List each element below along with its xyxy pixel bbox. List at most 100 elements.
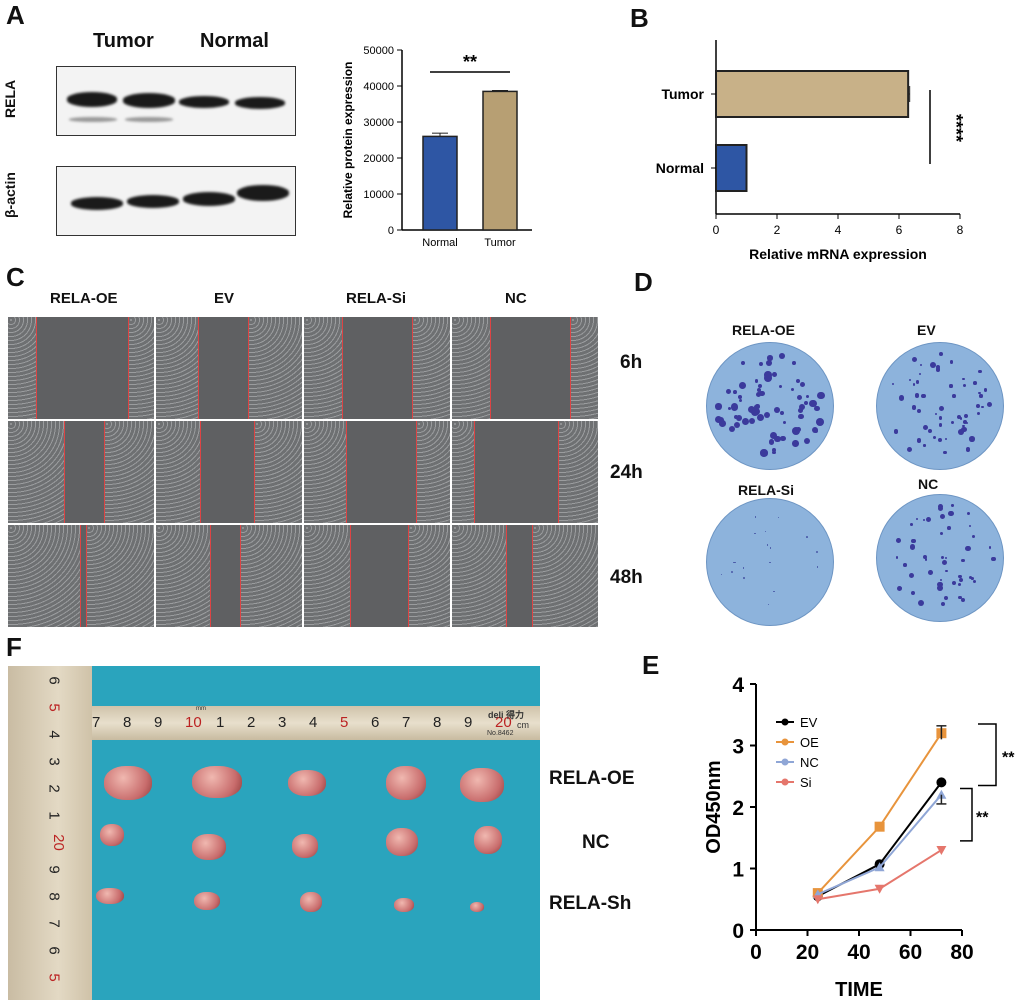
x-tick-label: 2 bbox=[774, 223, 781, 237]
ruler-number: 5 bbox=[340, 714, 349, 731]
colony bbox=[742, 567, 745, 569]
colony bbox=[772, 371, 777, 377]
bar bbox=[715, 144, 748, 192]
colony bbox=[975, 404, 980, 408]
colony bbox=[800, 381, 806, 387]
actin-band bbox=[71, 197, 123, 210]
scratch-edge-line bbox=[80, 525, 81, 627]
colony bbox=[917, 600, 924, 607]
colony bbox=[726, 388, 732, 394]
dish-label-ev: EV bbox=[917, 322, 936, 338]
colony bbox=[983, 388, 988, 392]
dish-label-rela-oe: RELA-OE bbox=[732, 322, 795, 338]
y-tick-label: Normal bbox=[656, 160, 704, 176]
colony bbox=[805, 394, 810, 398]
colony bbox=[945, 569, 948, 573]
data-point bbox=[936, 789, 947, 799]
colony bbox=[938, 405, 945, 412]
x-tick-label: 0 bbox=[750, 941, 762, 964]
colony bbox=[763, 411, 770, 418]
colony bbox=[733, 390, 737, 394]
colony bbox=[895, 556, 899, 559]
colony bbox=[951, 420, 955, 424]
colony bbox=[727, 406, 732, 411]
ruler-number: 6 bbox=[371, 714, 380, 731]
colony bbox=[815, 418, 824, 427]
colony bbox=[938, 504, 944, 510]
data-point bbox=[936, 846, 947, 856]
colony bbox=[962, 384, 966, 388]
colony bbox=[952, 580, 957, 585]
colony bbox=[935, 367, 941, 372]
colony bbox=[917, 408, 922, 413]
scratch-col-nc: NC bbox=[505, 290, 527, 307]
y-tick-label: 1 bbox=[732, 859, 744, 882]
tumor-specimen bbox=[470, 902, 484, 912]
colony bbox=[903, 563, 907, 567]
colony bbox=[924, 558, 928, 561]
y-tick-label: 10000 bbox=[363, 189, 394, 201]
rela-band bbox=[235, 97, 285, 109]
colony bbox=[766, 544, 769, 546]
colony bbox=[933, 435, 937, 440]
colony bbox=[910, 523, 913, 527]
significance-stars: **** bbox=[946, 114, 966, 142]
colony bbox=[897, 586, 903, 591]
tumor-specimen bbox=[96, 888, 124, 904]
colony bbox=[966, 511, 971, 516]
colony bbox=[961, 559, 965, 563]
scratch-edge-line bbox=[408, 525, 409, 627]
colony bbox=[772, 450, 776, 455]
ruler-model: No.8462 bbox=[487, 730, 514, 737]
tumor-specimen bbox=[100, 824, 124, 846]
dish-label-nc: NC bbox=[918, 476, 939, 492]
blot-row-rela: RELA bbox=[2, 79, 18, 118]
cell-monolayer bbox=[532, 525, 598, 627]
colony bbox=[961, 427, 967, 433]
colony bbox=[895, 537, 901, 543]
scratch-tile bbox=[156, 421, 302, 523]
tumor-photo: 65432120987654 7 8 9 10 1 2 3 4 5 6 7 8 9 20 deli 得力 … bbox=[8, 666, 540, 1000]
colony bbox=[940, 555, 944, 559]
colony bbox=[790, 387, 794, 391]
colony bbox=[772, 448, 777, 452]
actin-band bbox=[127, 195, 179, 208]
x-tick-label: Tumor bbox=[484, 237, 516, 249]
colony bbox=[756, 387, 761, 392]
cell-monolayer bbox=[240, 525, 302, 627]
scratch-tile bbox=[156, 525, 302, 627]
colony bbox=[756, 413, 765, 422]
colony bbox=[764, 531, 766, 533]
colony bbox=[977, 411, 981, 415]
colony bbox=[972, 579, 976, 583]
colony bbox=[770, 431, 778, 439]
cell-monolayer bbox=[104, 421, 154, 523]
significance-stars: ** bbox=[976, 809, 989, 826]
colony bbox=[930, 362, 937, 369]
colony-dish-rela-si bbox=[706, 498, 834, 626]
colony bbox=[779, 385, 783, 389]
colony bbox=[947, 526, 951, 530]
scratch-edge-line bbox=[36, 317, 37, 419]
cell-monolayer bbox=[8, 421, 64, 523]
bar bbox=[422, 135, 458, 231]
colony bbox=[956, 415, 961, 420]
colony bbox=[728, 426, 736, 433]
colony bbox=[733, 561, 735, 564]
colony bbox=[898, 395, 905, 401]
significance-stars: ** bbox=[463, 52, 477, 72]
colony bbox=[733, 414, 739, 420]
ruler-unit: cm bbox=[517, 720, 529, 730]
colony bbox=[714, 416, 723, 424]
scratch-edge-line bbox=[210, 525, 211, 627]
colony bbox=[758, 361, 764, 366]
cell-monolayer bbox=[86, 525, 154, 627]
x-tick-label: 4 bbox=[835, 223, 842, 237]
scratch-tile bbox=[304, 525, 450, 627]
colony bbox=[811, 401, 816, 406]
tumor-row-rela-sh: RELA-Sh bbox=[549, 893, 632, 914]
cell-monolayer bbox=[452, 421, 474, 523]
colony bbox=[971, 535, 975, 539]
dish-label-rela-si: RELA-Si bbox=[738, 482, 794, 498]
colony bbox=[959, 417, 963, 421]
